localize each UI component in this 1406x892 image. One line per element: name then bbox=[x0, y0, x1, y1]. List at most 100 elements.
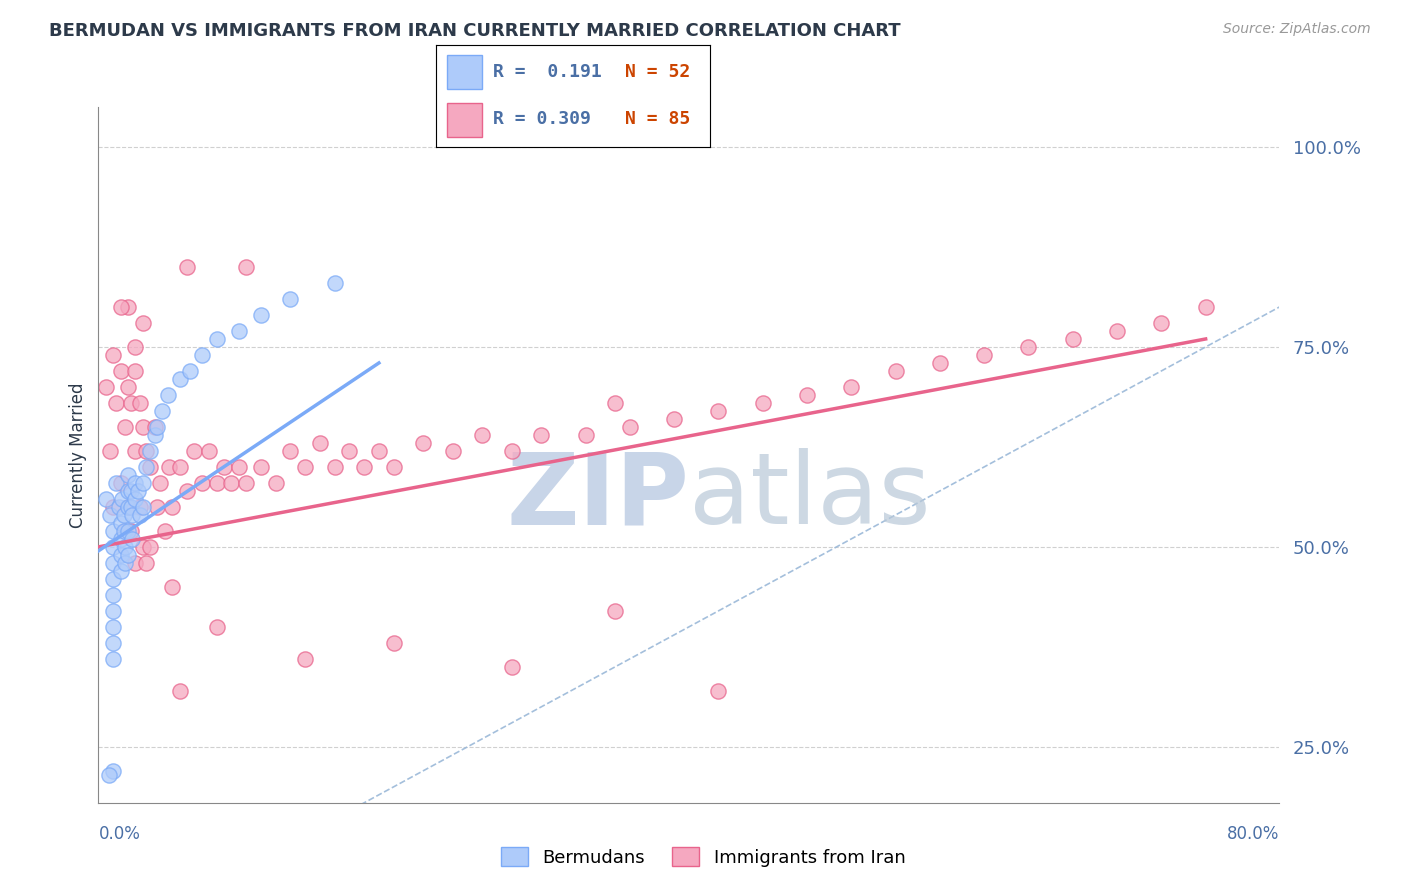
Point bbox=[117, 500, 139, 514]
Point bbox=[120, 396, 142, 410]
Point bbox=[114, 420, 136, 434]
Text: R =  0.191: R = 0.191 bbox=[494, 63, 602, 81]
Point bbox=[114, 524, 136, 538]
Point bbox=[114, 556, 136, 570]
Point bbox=[353, 459, 375, 474]
Point bbox=[169, 372, 191, 386]
Point bbox=[135, 444, 157, 458]
Point bbox=[132, 540, 155, 554]
Point bbox=[110, 364, 132, 378]
Point bbox=[139, 540, 162, 554]
Point bbox=[146, 420, 169, 434]
FancyBboxPatch shape bbox=[447, 103, 482, 137]
Point bbox=[94, 380, 117, 394]
Point bbox=[117, 380, 139, 394]
Y-axis label: Currently Married: Currently Married bbox=[69, 382, 87, 528]
Point bbox=[278, 292, 302, 306]
Point bbox=[128, 500, 150, 514]
Point bbox=[1017, 340, 1039, 354]
Point bbox=[132, 316, 155, 330]
Point bbox=[382, 459, 405, 474]
Point bbox=[574, 428, 596, 442]
Text: BERMUDAN VS IMMIGRANTS FROM IRAN CURRENTLY MARRIED CORRELATION CHART: BERMUDAN VS IMMIGRANTS FROM IRAN CURRENT… bbox=[49, 22, 901, 40]
Point bbox=[103, 348, 125, 362]
Point bbox=[117, 548, 139, 562]
Point bbox=[250, 459, 273, 474]
Point bbox=[103, 588, 125, 602]
Point bbox=[1105, 324, 1128, 338]
Point bbox=[228, 324, 250, 338]
Text: 80.0%: 80.0% bbox=[1227, 825, 1279, 843]
Point bbox=[169, 459, 191, 474]
Point bbox=[132, 500, 155, 514]
Point bbox=[212, 459, 235, 474]
Point bbox=[103, 500, 125, 514]
Point bbox=[121, 532, 143, 546]
Point bbox=[97, 768, 120, 782]
Point bbox=[135, 556, 157, 570]
Point bbox=[103, 556, 125, 570]
Point bbox=[751, 396, 773, 410]
Point bbox=[132, 420, 155, 434]
Point bbox=[162, 580, 183, 594]
Point bbox=[124, 491, 146, 506]
Text: N = 52: N = 52 bbox=[626, 63, 690, 81]
Point bbox=[117, 300, 139, 314]
Point bbox=[108, 500, 131, 514]
Point bbox=[205, 620, 228, 634]
Point bbox=[110, 516, 132, 530]
Text: R = 0.309: R = 0.309 bbox=[494, 111, 592, 128]
Point bbox=[117, 524, 139, 538]
Point bbox=[156, 388, 179, 402]
Point bbox=[110, 564, 132, 578]
Point bbox=[250, 308, 273, 322]
Point bbox=[94, 491, 117, 506]
Point bbox=[103, 764, 125, 778]
Point bbox=[124, 556, 146, 570]
Point bbox=[157, 459, 180, 474]
Point bbox=[176, 483, 198, 498]
Point bbox=[105, 396, 128, 410]
Point bbox=[149, 475, 172, 490]
Point bbox=[169, 683, 191, 698]
Point bbox=[117, 483, 139, 498]
Point bbox=[103, 524, 125, 538]
Point bbox=[179, 364, 201, 378]
Point bbox=[98, 444, 121, 458]
Point bbox=[135, 459, 157, 474]
Point bbox=[323, 276, 346, 290]
Point bbox=[219, 475, 242, 490]
Text: Source: ZipAtlas.com: Source: ZipAtlas.com bbox=[1223, 22, 1371, 37]
Point bbox=[707, 404, 730, 418]
Point bbox=[103, 604, 125, 618]
Point bbox=[205, 332, 228, 346]
Point bbox=[339, 444, 360, 458]
Point bbox=[294, 459, 316, 474]
Point bbox=[162, 500, 183, 514]
Point bbox=[205, 475, 228, 490]
Point bbox=[150, 404, 173, 418]
Point bbox=[441, 444, 464, 458]
Point bbox=[124, 444, 146, 458]
Point bbox=[143, 420, 166, 434]
Point bbox=[110, 475, 132, 490]
Point bbox=[110, 300, 132, 314]
Point bbox=[114, 540, 136, 554]
Point bbox=[128, 396, 150, 410]
Point bbox=[605, 396, 627, 410]
Point bbox=[120, 483, 142, 498]
Text: N = 85: N = 85 bbox=[626, 111, 690, 128]
Point bbox=[278, 444, 302, 458]
Point bbox=[501, 444, 523, 458]
Point bbox=[471, 428, 494, 442]
Point bbox=[139, 459, 162, 474]
Point bbox=[103, 540, 125, 554]
Point bbox=[105, 475, 128, 490]
Point bbox=[120, 500, 142, 514]
Point bbox=[619, 420, 641, 434]
Point bbox=[605, 604, 627, 618]
Text: 0.0%: 0.0% bbox=[98, 825, 141, 843]
Point bbox=[530, 428, 553, 442]
Point bbox=[928, 356, 950, 370]
Point bbox=[664, 412, 686, 426]
